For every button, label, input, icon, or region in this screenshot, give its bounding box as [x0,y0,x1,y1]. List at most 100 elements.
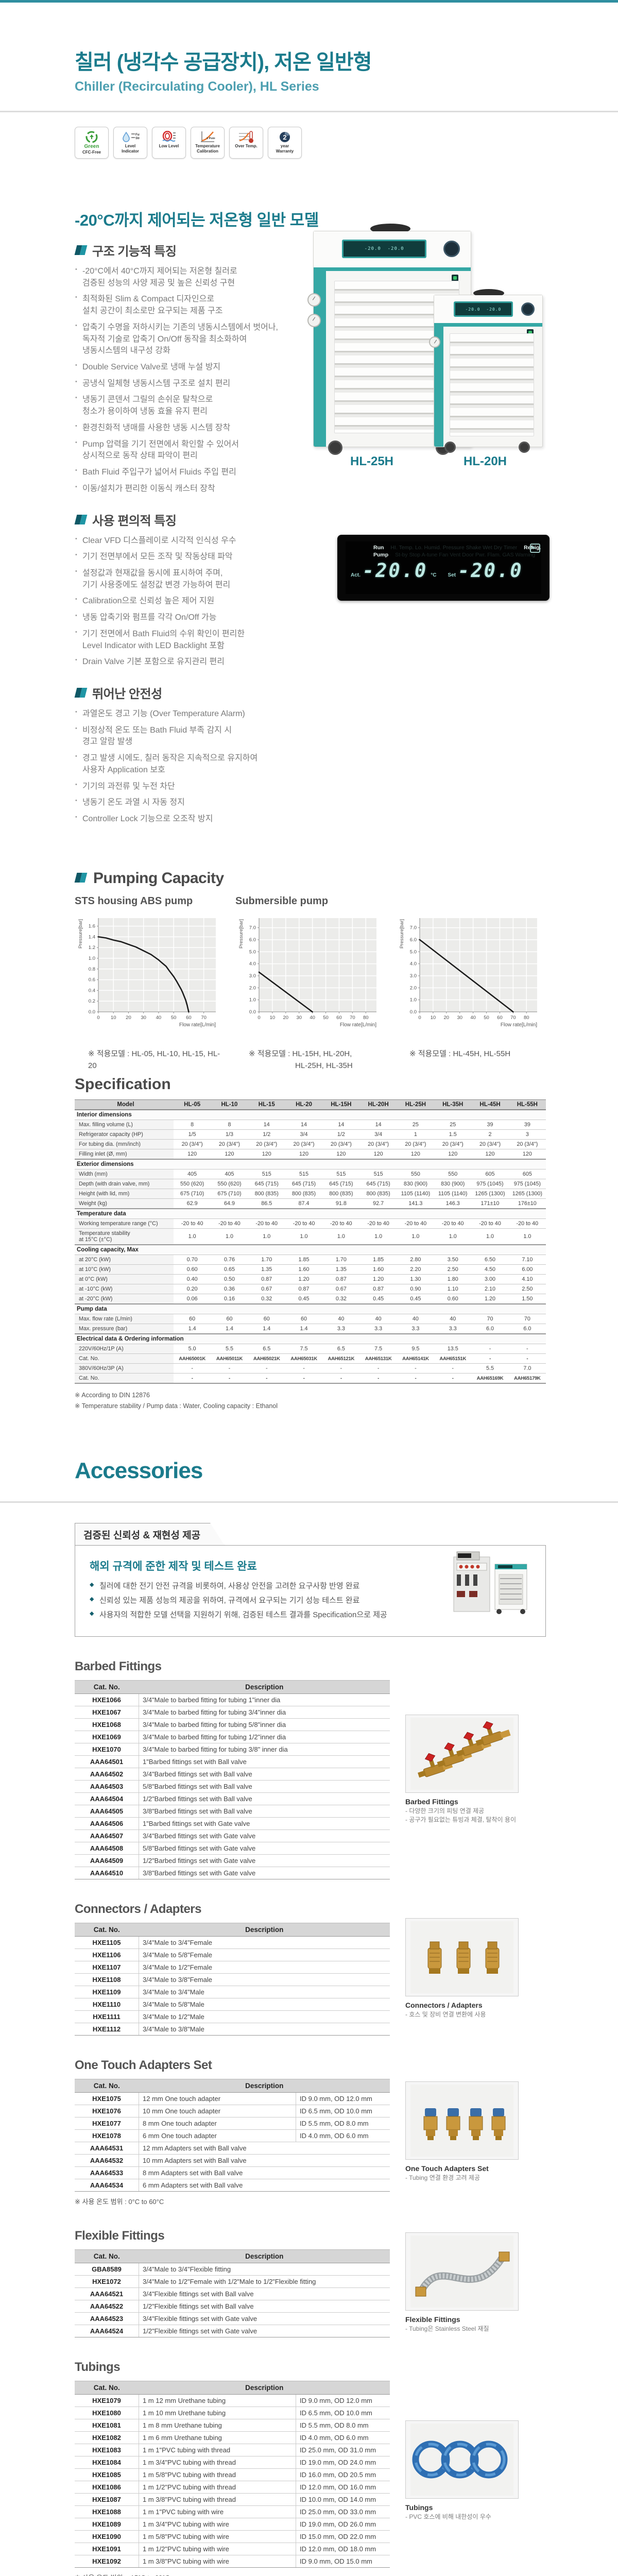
accessories-divider [0,1501,618,1503]
svg-text:70: 70 [510,1015,516,1021]
spec-cell: 605 [508,1169,546,1179]
spec-data-row: Depth (with drain valve, mm) 550 (620) 550… [75,1179,546,1189]
spec-cell: 120 [211,1149,248,1159]
svg-text:4.0: 4.0 [410,961,417,967]
spec-section-label: Electrical data & Ordering information [75,1333,546,1344]
svg-text:0: 0 [258,1015,260,1021]
spec-cell: 20 (3/4") [211,1139,248,1149]
power-knob [443,241,460,257]
set-label: Set [448,572,456,578]
accessory-spec: ID 6.5 mm, OD 10.0 mm [296,2105,390,2117]
accessory-description: 6 mm One touch adapter [139,2129,296,2142]
spec-cell: 20 (3/4") [434,1139,472,1149]
chart-title: Submersible pump [235,895,329,907]
accessory-spec: ID 4.0 mm, OD 6.0 mm [296,2431,390,2444]
spec-footnotes: ※ According to DIN 12876 ※ Temperature st… [75,1390,546,1412]
accessory-row: HXE1109 3/4"Male to 3/4"Male [75,1986,390,1998]
chiller-image-hl-20h: -20.0 -20.0 [429,289,543,453]
chart-note-line: ※ 적용모델 : HL-15H, HL-20H, [249,1049,352,1058]
feature-bullet: 최적화된 Slim & Compact 디자인으로 설치 공간이 최소로만 요구… [75,294,319,317]
accessory-row: HXE1111 3/4"Male to 1/2"Male [75,2010,390,2023]
accessory-cat-no: AAA64523 [75,2312,139,2325]
spec-data-row: at 20°C (kW) 0.70 0.76 1.70 1.85 1.70 1.85 2.80… [75,1255,546,1265]
accessory-cat-no: HXE1081 [75,2419,139,2432]
spec-cell: 70 [471,1314,509,1324]
spec-cell: 1.4 [285,1324,323,1334]
accessory-row: HXE1084 1 m 3/4"PVC tubing with thread ID … [75,2456,390,2469]
temperature-calibration-icon: 1 Point [200,130,215,144]
spec-cell: 1.35 [248,1264,285,1275]
feature-bullet: Drain Valve 기본 포함으로 유지관리 편리 [75,656,319,668]
accessory-table: Cat. No. Description HXE1075 12 mm One touc… [75,2079,390,2192]
accessory-photo-caption: - 호스 및 장비 연결 변환에 사용 [405,2010,518,2019]
feature-bullet: Calibration으로 신뢰성 높은 제어 지원 [75,596,319,607]
spec-col-HL-45H: HL-45H [471,1099,509,1110]
accessory-row: HXE1075 12 mm One touch adapter ID 9.0 mm,… [75,2092,390,2105]
spec-cell: -20 to 40 [322,1218,360,1229]
accessory-cat-no: HXE1078 [75,2129,139,2142]
accessory-cat-no: AAA64507 [75,1829,139,1842]
side-panel [434,327,443,447]
feature-bullet: Clear VFD 디스플레이로 시각적 인식성 우수 [75,535,319,547]
accessory-description: 8 mm One touch adapter [139,2117,296,2130]
accessory-spec: ID 10.0 mm, OD 14.0 mm [296,2493,390,2506]
accessory-row: HXE1070 3/4"Male to barbed fitting for tu… [75,1743,390,1756]
accessory-cat-no: AAA64522 [75,2300,139,2313]
accessory-row: AAA64506 1"Barbed fittings set with Gate … [75,1817,390,1830]
spec-cell: 675 (710) [211,1189,248,1199]
accessory-section-heading: One Touch Adapters Set [75,2058,212,2072]
svg-text:20: 20 [126,1015,131,1021]
accessory-cat-no: HXE1084 [75,2456,139,2469]
spec-cell: 120 [359,1149,397,1159]
svg-text:60: 60 [186,1015,192,1021]
temperature-readout: Act. -20.0 °C Set -20.0 [348,561,539,580]
spec-row-label: 220V/60Hz/1P (A) [75,1344,174,1354]
page-subtitle: Chiller (Recirculating Cooler), HL Serie… [75,79,319,94]
condenser-grill [450,333,534,436]
spec-cell: - [434,1363,472,1374]
spec-cell: 120 [508,1149,546,1159]
spec-cell: 1.20 [285,1274,323,1284]
accessory-table-block: Flexible Fittings Cat. No. Description GBA8… [75,2229,390,2337]
product-photos: -20.0 -20.0 -20.0 -20.0 HL-25H [304,216,551,469]
section-mark-icon [74,514,88,524]
feature-bullet: 기기의 과전류 및 누전 차단 [75,781,319,793]
spec-cell: 0.50 [211,1274,248,1284]
accessory-row: AAA64510 3/8"Barbed fittings set with Gat… [75,1867,390,1879]
svg-text:0.0: 0.0 [249,1009,256,1015]
feature-bullet: 냉동기 콘덴서 그릴의 손쉬운 탈착으로 청소가 용이하여 냉동 효율 유지 편… [75,394,319,417]
accessory-row: HXE1080 1 m 10 mm Urethane tubing ID 6.5 m… [75,2406,390,2419]
feature-bullet: Bath Fluid 주입구가 넓어서 Fluids 주입 편리 [75,467,319,479]
spec-cell: 1.60 [285,1264,323,1275]
chart-note-line: ※ 적용모델 : HL-45H, HL-55H [409,1049,511,1058]
spec-row-label: at -10°C (kW) [75,1284,174,1294]
spec-cell: 1.0 [434,1228,472,1245]
spec-row-label: Cat. No. [75,1373,174,1384]
spec-cell: 40 [359,1314,397,1324]
reliability-bullets: 칠러에 대한 전기 안전 규격을 비롯하여, 사용상 안전을 고려한 요구사항 … [90,1581,419,1620]
spec-cell: 1.0 [508,1228,546,1245]
spec-row-label: Depth (with drain valve, mm) [75,1179,174,1189]
spec-cell: - [471,1353,509,1364]
svg-text:1.2: 1.2 [89,945,95,951]
accessory-description: 1 m 10 mm Urethane tubing [139,2406,296,2419]
accessory-col-cat: Cat. No. [75,1923,139,1937]
accessory-cat-no: HXE1091 [75,2543,139,2555]
level-indicator-icon: FullStrt [121,130,140,144]
spec-cell: 3.3 [359,1324,397,1334]
accessory-cat-no: AAA64503 [75,1780,139,1793]
accessory-description: 1/2"Flexible fittings set with Gate valv… [139,2325,390,2337]
spec-cell: 605 [471,1169,509,1179]
svg-text:2.0: 2.0 [249,985,256,991]
accessory-sections: Barbed Fittings Cat. No. Description HXE106… [75,1659,546,2576]
spec-cell: 0.87 [248,1274,285,1284]
spec-cell: 2.50 [434,1264,472,1275]
spec-cell: 975 (1045) [471,1179,509,1189]
spec-cell: - [248,1373,285,1384]
feature-bullet: 과열온도 경고 기능 (Over Temperature Alarm) [75,708,319,720]
svg-text:Flow rate[L/min]: Flow rate[L/min] [340,1022,376,1028]
chart-title [396,895,545,909]
spec-cell: AAH65001K [174,1353,211,1364]
feature-heading: 구조 기능적 특징 [74,241,319,259]
spec-row-label: at 0°C (kW) [75,1274,174,1284]
